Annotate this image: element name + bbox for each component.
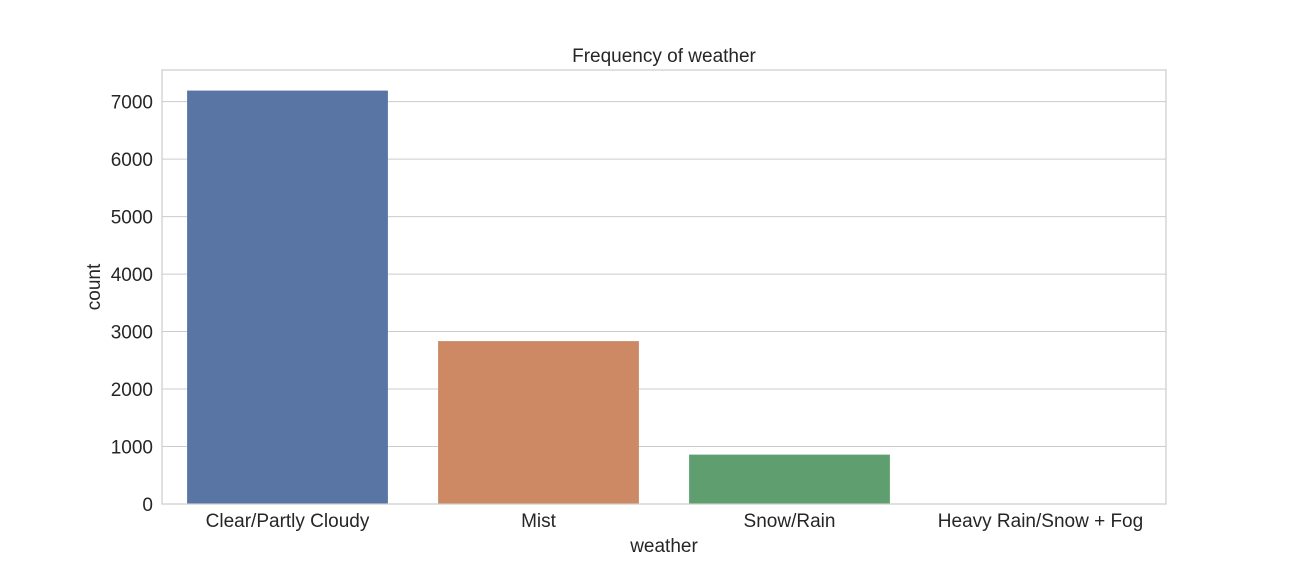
y-tick-label: 4000 — [111, 265, 153, 286]
y-tick-label: 0 — [142, 495, 153, 516]
y-tick-label: 6000 — [111, 150, 153, 171]
y-tick-labels: 0 1000 2000 3000 4000 5000 6000 7000 — [111, 93, 153, 516]
x-axis-label: weather — [629, 536, 698, 557]
x-tick-label: Snow/Rain — [744, 511, 836, 532]
y-tick-label: 2000 — [111, 380, 153, 401]
x-tick-label: Mist — [521, 511, 557, 532]
bar — [438, 341, 639, 504]
y-tick-label: 5000 — [111, 208, 153, 229]
x-tick-labels: Clear/Partly Cloudy Mist Snow/Rain Heavy Ra… — [206, 511, 1144, 532]
chart-title: Frequency of weather — [572, 46, 756, 67]
y-tick-label: 7000 — [111, 93, 153, 114]
y-tick-label: 1000 — [111, 438, 153, 459]
y-axis-label: count — [84, 263, 105, 310]
x-tick-label: Clear/Partly Cloudy — [206, 511, 370, 532]
bars — [187, 91, 1141, 504]
bar — [187, 91, 388, 504]
bar — [689, 455, 890, 504]
y-tick-label: 3000 — [111, 323, 153, 344]
x-tick-label: Heavy Rain/Snow + Fog — [938, 511, 1143, 532]
